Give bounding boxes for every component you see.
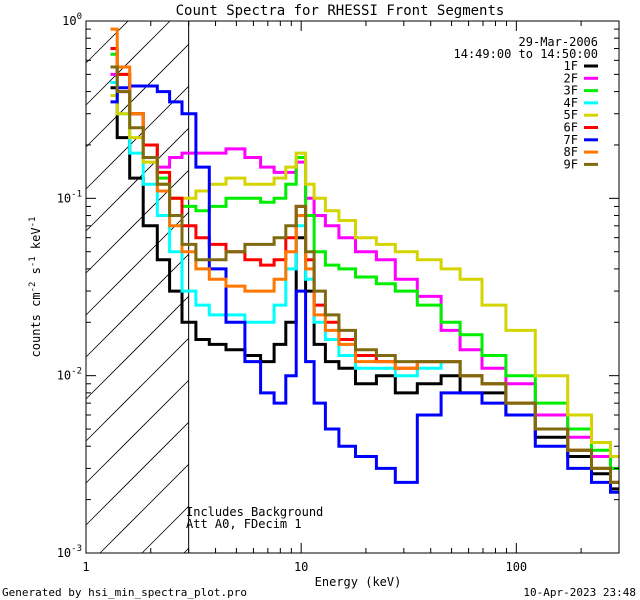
y-tick-label: 100 [62, 12, 82, 28]
x-tick-label: 100 [505, 560, 527, 574]
hatch-line [85, 296, 189, 400]
series-2F-line [110, 72, 619, 470]
legend-label-8F: 8F [564, 145, 578, 159]
hatch-line [85, 338, 189, 442]
annotation-background: Includes Background [186, 505, 323, 519]
hatch-line [85, 128, 189, 232]
date-label: 29-Mar-2006 [519, 35, 598, 49]
series-layer [110, 27, 619, 494]
hatch-line [183, 548, 189, 554]
hatch-line [85, 170, 189, 274]
legend-label-7F: 7F [564, 133, 578, 147]
hatch-line [99, 464, 189, 554]
series-3F-line [110, 52, 619, 470]
hatch-line [85, 422, 189, 526]
x-axis-label: Energy (keV) [315, 575, 402, 589]
legend-label-2F: 2F [564, 71, 578, 85]
legend-label-3F: 3F [564, 84, 578, 98]
excluded-region-hatch [85, 20, 189, 554]
y-tick-label: 10-2 [57, 367, 82, 383]
legend-label-5F: 5F [564, 108, 578, 122]
y-tick-label: 10-3 [57, 544, 82, 560]
footer-generated-by: Generated by hsi_min_spectra_plot.pro [2, 586, 247, 599]
y-axis-label: counts cm-2 s-1 keV-1 [28, 217, 43, 358]
hatch-line [85, 254, 189, 358]
legend-label-6F: 6F [564, 121, 578, 135]
hatch-line [141, 506, 189, 554]
legend-label-4F: 4F [564, 96, 578, 110]
hatch-line [85, 20, 171, 106]
annotation-attenuator: Att A0, FDecim 1 [186, 517, 302, 531]
hatch-line [85, 44, 189, 148]
legend-label-9F: 9F [564, 157, 578, 171]
series-9F-line [110, 65, 619, 484]
y-tick-label: 10-1 [57, 189, 82, 205]
chart-title: Count Spectra for RHESSI Front Segments [176, 3, 505, 19]
x-axis: 1 10 100 [82, 21, 620, 574]
plot-frame [85, 20, 620, 554]
y-axis: 10-3 10-2 10-1 100 [57, 12, 619, 560]
footer-generated-on: 10-Apr-2023 23:48 [523, 586, 636, 599]
series-7F-line [110, 84, 619, 494]
time-range-label: 14:49:00 to 14:50:00 [454, 47, 599, 61]
hatch-line [85, 212, 189, 316]
hatch-line [85, 380, 189, 484]
x-tick-label: 10 [294, 560, 308, 574]
x-tick-label: 1 [82, 560, 89, 574]
legend-label-1F: 1F [564, 59, 578, 73]
hatch-line [85, 20, 129, 64]
series-4F-line [110, 81, 619, 484]
